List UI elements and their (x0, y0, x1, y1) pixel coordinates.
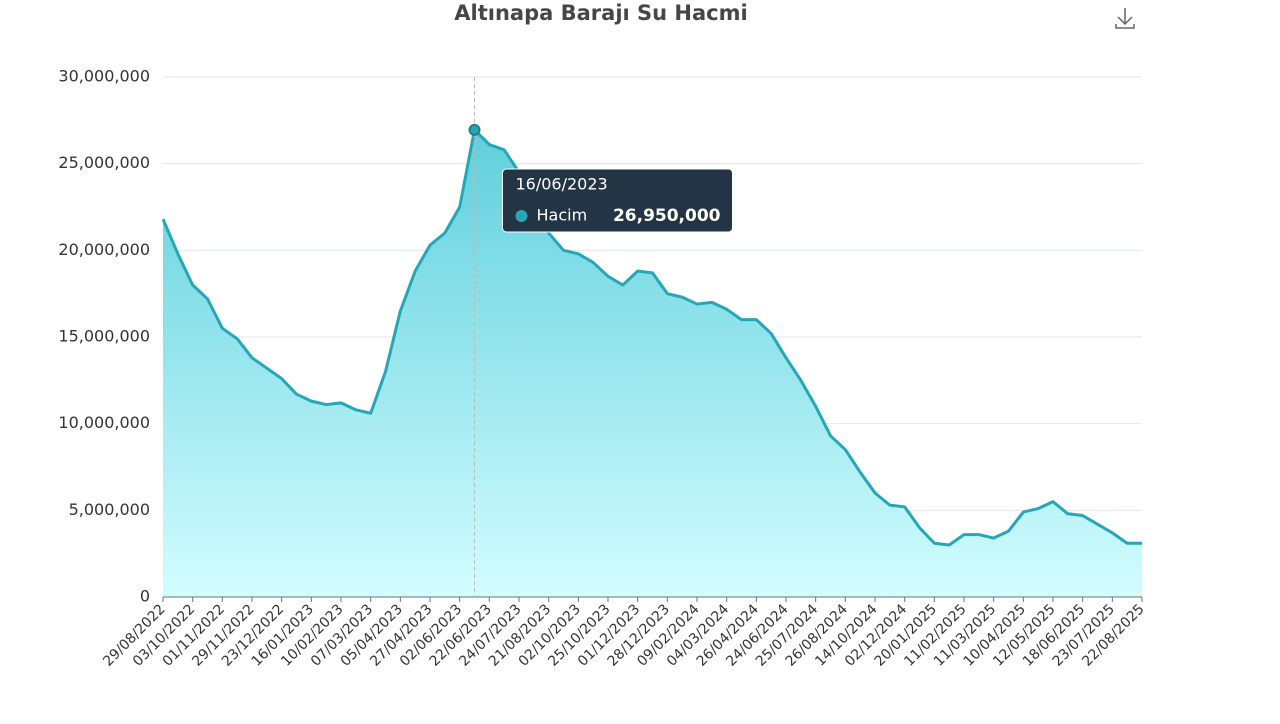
tooltip-series: Hacim (537, 206, 588, 225)
chart-title: Altınapa Barajı Su Hacmi (454, 1, 747, 25)
tooltip-dot (515, 210, 528, 222)
area (163, 129, 1142, 597)
line (161, 128, 1142, 547)
hover-point (468, 123, 481, 136)
tooltip-box (502, 168, 733, 233)
download-button[interactable] (1115, 8, 1135, 29)
y-tick-label: 30,000,000 (58, 67, 150, 86)
y-tick-label: 0 (140, 587, 150, 606)
y-tick-label: 20,000,000 (58, 240, 150, 259)
y-tick-label: 10,000,000 (58, 413, 150, 432)
y-tick-label: 5,000,000 (69, 500, 150, 519)
tooltip-value: 26,950,000 (613, 206, 721, 226)
y-tick-label: 25,000,000 (58, 153, 150, 172)
y-tick-label: 15,000,000 (58, 327, 150, 346)
tooltip-date: 16/06/2023 (516, 175, 608, 194)
